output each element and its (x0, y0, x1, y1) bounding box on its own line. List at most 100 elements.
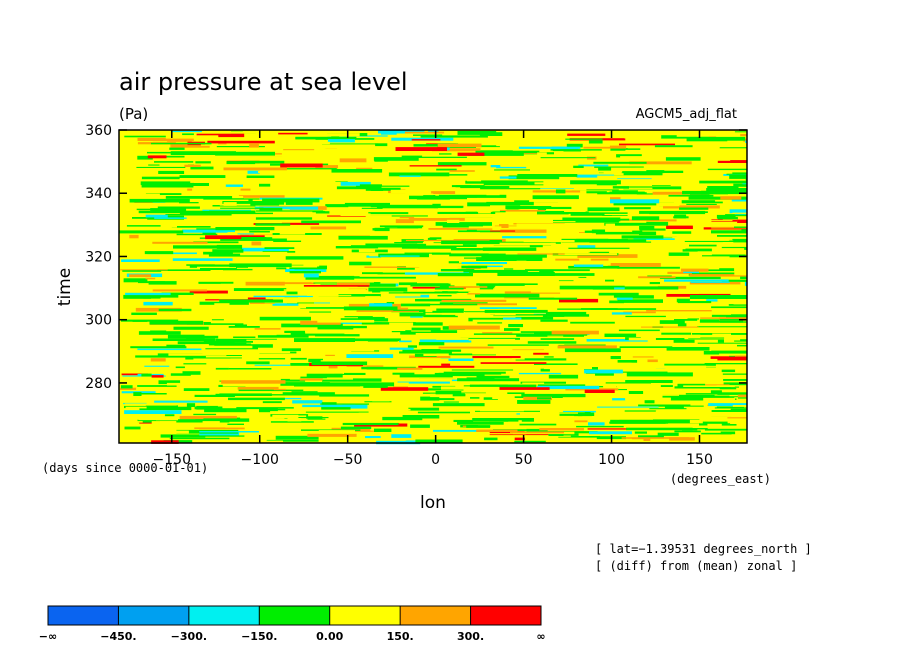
field-streak (702, 264, 742, 267)
field-streak (204, 408, 271, 413)
field-streak (557, 345, 617, 349)
field-streak (284, 397, 302, 400)
field-streak (151, 421, 207, 425)
field-streak (349, 261, 372, 266)
field-streak (579, 258, 591, 262)
field-streak (172, 258, 233, 261)
field-streak (442, 198, 510, 201)
field-streak (152, 338, 216, 341)
field-streak (299, 378, 323, 381)
field-streak (168, 353, 227, 356)
field-streak (403, 245, 433, 248)
field-streak (170, 373, 191, 376)
field-streak (494, 226, 556, 229)
field-streak (182, 133, 194, 136)
field-streak (170, 151, 236, 155)
field-streak (541, 416, 555, 419)
field-streak (415, 439, 463, 443)
field-streak (578, 412, 595, 417)
field-streak (200, 345, 253, 349)
field-streak (409, 165, 462, 167)
field-streak (732, 238, 747, 241)
field-streak (124, 403, 177, 406)
field-streak (427, 237, 437, 241)
field-streak (702, 255, 747, 257)
field-streak (734, 340, 747, 342)
field-streak (243, 331, 291, 335)
field-streak (689, 295, 747, 299)
field-streak (590, 308, 657, 310)
field-streak (598, 172, 663, 176)
field-streak (577, 245, 596, 249)
field-streak (393, 309, 423, 311)
field-streak (325, 204, 384, 208)
field-streak (437, 162, 487, 166)
field-streak (597, 175, 663, 179)
field-streak (282, 392, 335, 395)
field-streak (276, 266, 287, 270)
field-streak (684, 417, 712, 420)
field-streak (499, 387, 550, 390)
field-streak (674, 214, 687, 219)
field-streak (498, 283, 538, 285)
field-streak (672, 231, 692, 234)
field-streak (578, 164, 609, 167)
field-streak (514, 437, 525, 441)
field-streak (359, 184, 382, 187)
field-streak (336, 282, 370, 286)
field-streak (391, 199, 407, 202)
field-streak (472, 356, 521, 359)
field-streak (376, 204, 438, 209)
field-streak (129, 274, 152, 277)
field-streak (711, 314, 747, 317)
field-streak (625, 380, 673, 383)
field-streak (685, 248, 712, 252)
field-streak (228, 368, 272, 370)
field-streak (638, 244, 652, 247)
field-streak (475, 410, 540, 412)
field-streak (457, 422, 504, 425)
field-streak (418, 435, 448, 439)
field-streak (649, 408, 687, 410)
field-streak (490, 164, 501, 168)
field-streak (461, 405, 516, 409)
field-streak (667, 271, 692, 274)
field-streak (224, 174, 233, 178)
field-streak (375, 203, 410, 204)
field-streak (280, 163, 323, 168)
field-streak (145, 214, 168, 218)
field-streak (331, 371, 344, 374)
field-streak (120, 319, 179, 322)
field-streak (287, 418, 302, 422)
field-streak (152, 289, 207, 292)
field-streak (702, 421, 728, 424)
field-streak (455, 312, 465, 316)
field-streak (459, 259, 497, 263)
field-streak (612, 186, 629, 189)
field-streak (716, 190, 747, 194)
field-streak (335, 191, 362, 193)
field-streak (535, 251, 591, 253)
field-streak (535, 390, 544, 392)
field-streak (599, 402, 615, 405)
field-streak (453, 303, 517, 306)
field-streak (154, 217, 187, 219)
model-label: AGCM5_adj_flat (636, 107, 737, 122)
field-streak (646, 305, 690, 309)
field-streak (490, 230, 516, 232)
field-streak (721, 369, 736, 373)
field-streak (420, 396, 440, 401)
field-streak (481, 254, 547, 258)
field-streak (715, 199, 727, 202)
field-streak (688, 337, 725, 339)
field-streak (300, 320, 341, 325)
field-streak (464, 257, 485, 259)
field-streak (510, 431, 564, 434)
field-streak (374, 428, 392, 432)
field-streak (222, 383, 267, 387)
field-streak (632, 356, 654, 358)
field-streak (434, 205, 464, 209)
field-streak (584, 369, 623, 374)
field-streak (379, 232, 394, 236)
field-streak (193, 241, 239, 244)
